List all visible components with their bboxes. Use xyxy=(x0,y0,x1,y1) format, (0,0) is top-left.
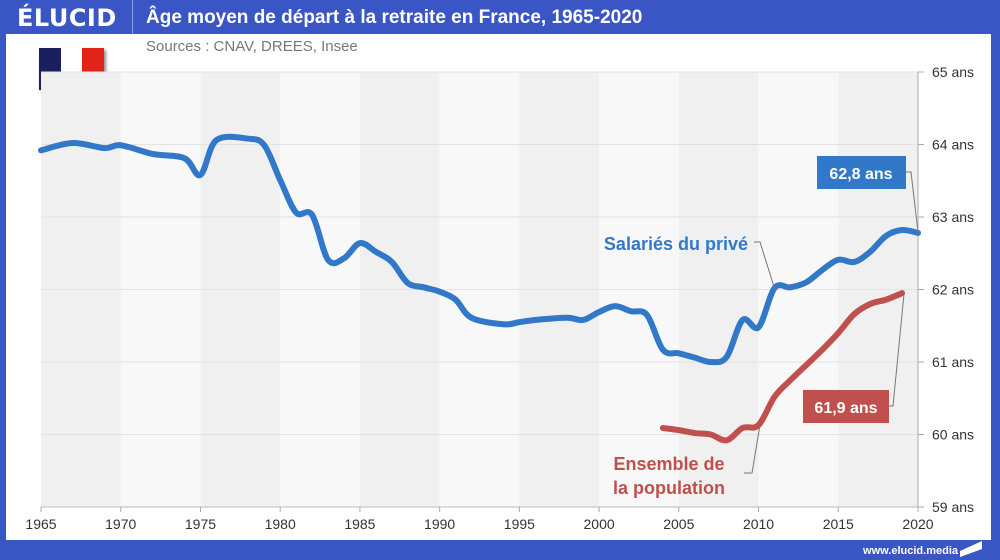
x-tick-label: 1995 xyxy=(504,516,535,532)
x-tick-label: 1975 xyxy=(185,516,216,532)
x-tick-label: 2000 xyxy=(584,516,615,532)
series-line-salaries-prive xyxy=(38,133,921,366)
callout-box-red xyxy=(803,390,889,423)
y-tick-label: 60 ans xyxy=(932,427,974,443)
y-tick-label: 65 ans xyxy=(932,64,974,80)
y-tick-label: 61 ans xyxy=(932,354,974,370)
x-tick-label: 2005 xyxy=(663,516,694,532)
x-tick-label: 1990 xyxy=(424,516,455,532)
callout-value-blue: 62,8 ans xyxy=(829,166,892,183)
callout-value-red: 61,9 ans xyxy=(814,400,877,417)
y-tick-label: 62 ans xyxy=(932,282,974,298)
leader-line xyxy=(906,171,919,233)
x-tick-label: 1980 xyxy=(265,516,296,532)
leader-line xyxy=(754,241,776,291)
x-tick-label: 2010 xyxy=(743,516,774,532)
header-bar: ÉLUCID Âge moyen de départ à la retraite… xyxy=(0,0,1000,36)
y-tick-label: 64 ans xyxy=(932,137,974,153)
x-tick-label: 1965 xyxy=(25,516,56,532)
series-label-ensemble-population: Ensemble de xyxy=(613,454,724,474)
y-tick-label: 59 ans xyxy=(932,499,974,515)
series-label-salaries-prive: Salariés du privé xyxy=(604,234,748,254)
x-tick-label: 2020 xyxy=(902,516,933,532)
series-label-ensemble-population: la population xyxy=(613,478,725,498)
leader-line xyxy=(744,424,761,474)
series-line-ensemble-population xyxy=(659,290,906,444)
header-divider xyxy=(132,0,133,36)
x-tick-label: 1970 xyxy=(105,516,136,532)
annotations: Salariés du privé 62,8 ans Ensemble de la p… xyxy=(604,156,919,498)
leader-line xyxy=(889,293,905,407)
footer-url[interactable]: www.elucid.media xyxy=(863,545,958,557)
x-tick-label: 1985 xyxy=(344,516,375,532)
chart-subtitle: Sources : CNAV, DREES, Insee xyxy=(146,38,358,55)
chart-title: Âge moyen de départ à la retraite en Fra… xyxy=(146,7,643,28)
axes: 59 ans 60 ans 61 ans 62 ans 63 ans 64 ans 65 a… xyxy=(25,64,974,532)
y-tick-label: 63 ans xyxy=(932,209,974,225)
callout-box-blue xyxy=(817,156,906,189)
x-tick-label: 2015 xyxy=(823,516,854,532)
elucid-mark-icon xyxy=(960,541,982,557)
elucid-logo: ÉLUCID xyxy=(17,4,117,32)
gridlines xyxy=(41,71,918,508)
series-lines xyxy=(38,133,921,444)
